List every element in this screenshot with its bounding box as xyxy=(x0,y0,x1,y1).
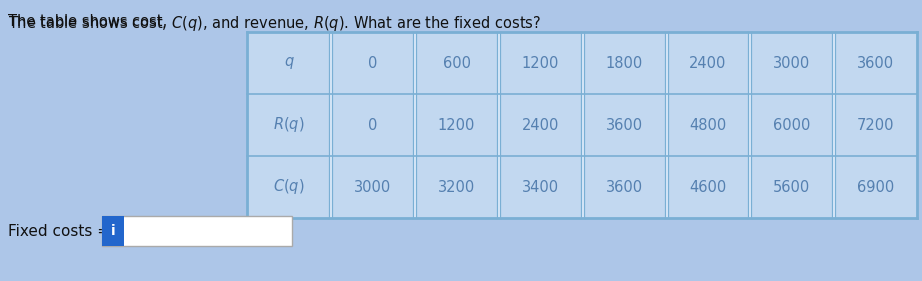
Text: 0: 0 xyxy=(368,56,377,71)
Bar xyxy=(499,94,583,156)
Bar xyxy=(833,156,917,218)
Text: 3000: 3000 xyxy=(773,56,810,71)
Bar xyxy=(750,156,833,218)
Bar xyxy=(583,94,666,156)
Bar xyxy=(247,156,331,218)
Bar xyxy=(102,216,124,246)
Bar xyxy=(750,94,833,156)
Bar xyxy=(750,32,833,94)
Text: 4600: 4600 xyxy=(690,180,727,194)
Bar xyxy=(247,94,331,156)
Bar xyxy=(415,94,499,156)
Bar xyxy=(331,156,415,218)
Text: The table shows cost,: The table shows cost, xyxy=(8,14,171,29)
Text: The table shows cost, $C(q)$, and revenue, $R(q)$. What are the fixed costs?: The table shows cost, $C(q)$, and revenu… xyxy=(8,14,541,33)
Text: 2400: 2400 xyxy=(522,117,559,133)
Bar xyxy=(583,156,666,218)
Bar xyxy=(833,32,917,94)
Bar xyxy=(331,32,415,94)
Bar xyxy=(102,216,292,246)
Text: 1200: 1200 xyxy=(438,117,475,133)
Text: 3000: 3000 xyxy=(354,180,392,194)
Bar xyxy=(415,156,499,218)
Bar xyxy=(666,32,750,94)
Text: 5600: 5600 xyxy=(773,180,810,194)
Text: 4800: 4800 xyxy=(690,117,727,133)
Text: i: i xyxy=(111,224,115,238)
Bar xyxy=(499,156,583,218)
Text: 1800: 1800 xyxy=(606,56,643,71)
Bar xyxy=(666,156,750,218)
Text: 3200: 3200 xyxy=(438,180,475,194)
Text: 2400: 2400 xyxy=(690,56,727,71)
Text: 3400: 3400 xyxy=(522,180,559,194)
Bar xyxy=(331,94,415,156)
Text: 3600: 3600 xyxy=(857,56,894,71)
Text: 3600: 3600 xyxy=(606,117,643,133)
Text: $C(q)$: $C(q)$ xyxy=(273,178,305,196)
Bar xyxy=(833,94,917,156)
Text: $R(q)$: $R(q)$ xyxy=(273,115,305,135)
Text: Fixed costs =: Fixed costs = xyxy=(8,223,115,239)
Bar xyxy=(247,32,331,94)
Text: 3600: 3600 xyxy=(606,180,643,194)
Bar xyxy=(415,32,499,94)
Text: 6900: 6900 xyxy=(857,180,894,194)
Text: 1200: 1200 xyxy=(522,56,559,71)
Bar xyxy=(583,32,666,94)
Text: 0: 0 xyxy=(368,117,377,133)
Text: 6000: 6000 xyxy=(773,117,810,133)
Bar xyxy=(666,94,750,156)
Text: 7200: 7200 xyxy=(857,117,894,133)
Text: 600: 600 xyxy=(443,56,470,71)
Bar xyxy=(499,32,583,94)
Text: $q$: $q$ xyxy=(284,55,294,71)
